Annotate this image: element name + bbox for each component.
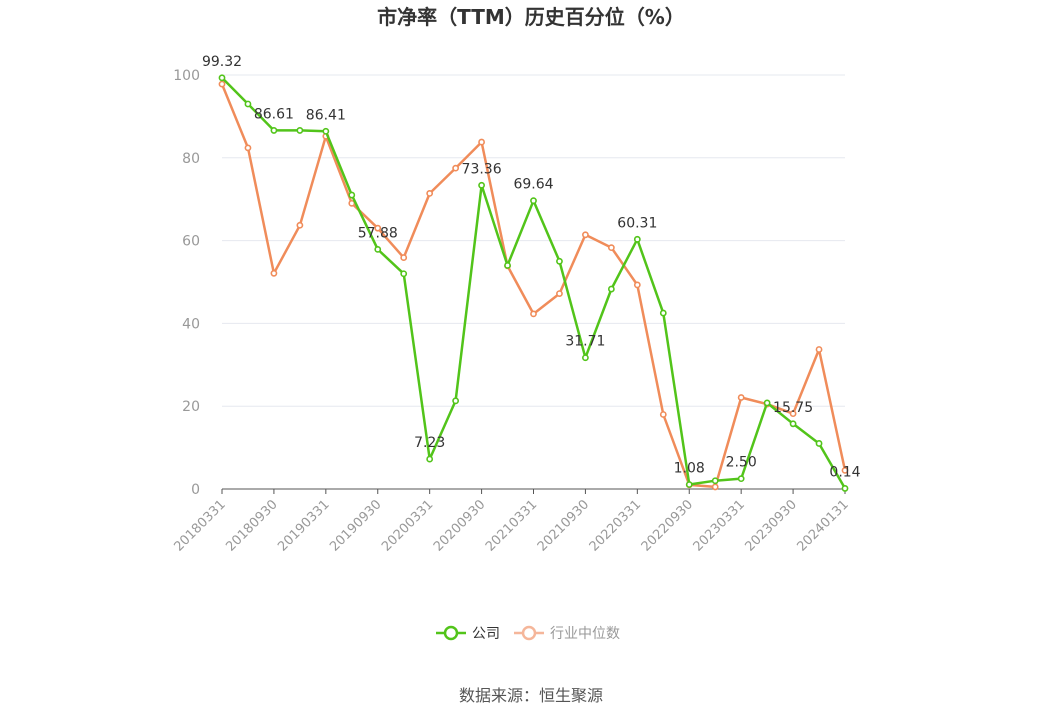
data-point — [556, 257, 563, 265]
data-point — [711, 477, 719, 485]
data-point — [426, 455, 434, 463]
data-point — [530, 310, 537, 318]
y-tick-label: 60 — [182, 234, 200, 250]
data-point — [348, 191, 356, 199]
data-point — [737, 475, 745, 483]
data-point — [737, 394, 745, 401]
data-point — [218, 80, 226, 88]
data-point — [270, 269, 278, 277]
data-point — [685, 481, 693, 488]
y-tick-label: 20 — [182, 399, 200, 415]
data-label: 15.75 — [773, 400, 813, 416]
y-tick-label: 0 — [191, 482, 200, 498]
x-axis: 2018033120180930201903312019093020200331… — [171, 488, 852, 555]
data-point — [607, 285, 615, 293]
data-label: 86.41 — [306, 107, 346, 123]
legend[interactable]: 公司 行业中位数 — [436, 625, 620, 642]
data-point — [478, 181, 485, 189]
data-point — [659, 309, 667, 317]
series-line-1 — [220, 83, 847, 489]
x-tick-label: 20190331 — [275, 497, 332, 554]
data-point — [659, 411, 667, 418]
data-point — [815, 346, 823, 353]
data-label: 31.71 — [565, 334, 605, 350]
data-point — [296, 127, 304, 134]
data-point — [400, 254, 408, 261]
data-point — [789, 410, 797, 418]
x-tick-label: 20210930 — [535, 497, 592, 554]
data-point — [322, 127, 330, 135]
x-tick-label: 20190930 — [327, 497, 384, 554]
data-point — [841, 485, 849, 492]
x-tick-label: 20240131 — [794, 497, 851, 554]
x-tick-label: 20200930 — [431, 497, 488, 554]
data-point — [711, 483, 719, 491]
data-point — [556, 290, 563, 297]
data-label: 7.23 — [414, 435, 445, 451]
chart-title: 市净率（TTM）历史百分位（%） — [377, 5, 685, 29]
data-label: 2.50 — [726, 455, 757, 471]
y-axis-ticks: 0 20 40 60 80 100 — [173, 68, 200, 498]
data-labels: 99.32 86.61 86.41 57.88 7.23 73.36 69.64 31.71 6… — [202, 54, 861, 481]
legend-item-1[interactable]: 行业中位数 — [514, 625, 620, 642]
data-point — [218, 74, 226, 82]
y-tick-label: 100 — [173, 68, 200, 84]
data-point — [244, 100, 252, 108]
data-point — [815, 440, 823, 447]
data-point — [452, 164, 460, 172]
legend-label: 行业中位数 — [550, 626, 620, 642]
data-point — [633, 281, 641, 289]
x-tick-label: 20200331 — [379, 497, 436, 554]
data-point — [374, 224, 382, 232]
x-tick-label: 20180331 — [171, 497, 228, 554]
data-label: 60.31 — [617, 215, 657, 231]
data-label: 57.88 — [358, 225, 398, 241]
series-line-0 — [221, 76, 847, 490]
x-tick-label: 20230930 — [743, 497, 800, 554]
data-point — [582, 231, 589, 239]
data-point — [763, 399, 771, 407]
data-point — [270, 127, 278, 134]
data-point — [244, 144, 252, 152]
plot-area — [218, 74, 849, 492]
data-point — [582, 354, 589, 362]
x-tick-label: 20230331 — [691, 497, 748, 554]
legend-marker-circle — [443, 625, 459, 641]
data-point — [374, 245, 382, 253]
data-point — [607, 244, 615, 252]
legend-item-0[interactable]: 公司 — [436, 625, 500, 642]
x-tick-label: 20180930 — [223, 497, 280, 554]
x-tick-label: 20220930 — [639, 497, 696, 554]
legend-label: 公司 — [472, 626, 500, 642]
x-tick-label: 20210331 — [483, 497, 540, 554]
data-point — [296, 221, 304, 229]
data-point — [789, 420, 797, 428]
legend-marker-circle — [521, 625, 537, 641]
data-point — [504, 262, 511, 269]
data-label: 99.32 — [202, 54, 242, 70]
data-source-note: 数据来源：恒生聚源 — [459, 686, 603, 705]
data-point — [633, 235, 641, 243]
data-point — [478, 138, 485, 146]
grid-lines — [222, 74, 845, 407]
data-point — [426, 190, 434, 197]
data-label: 86.61 — [254, 106, 294, 122]
y-tick-label: 40 — [182, 316, 200, 332]
y-tick-label: 80 — [182, 151, 200, 167]
data-label: 69.64 — [513, 177, 553, 193]
data-point — [530, 197, 537, 205]
data-point — [452, 397, 460, 405]
x-tick-label: 20220331 — [587, 497, 644, 554]
data-label: 73.36 — [462, 161, 502, 177]
data-point — [400, 270, 408, 278]
data-point — [841, 466, 849, 474]
data-label: 0.14 — [829, 464, 860, 480]
data-label: 1.08 — [674, 461, 705, 477]
